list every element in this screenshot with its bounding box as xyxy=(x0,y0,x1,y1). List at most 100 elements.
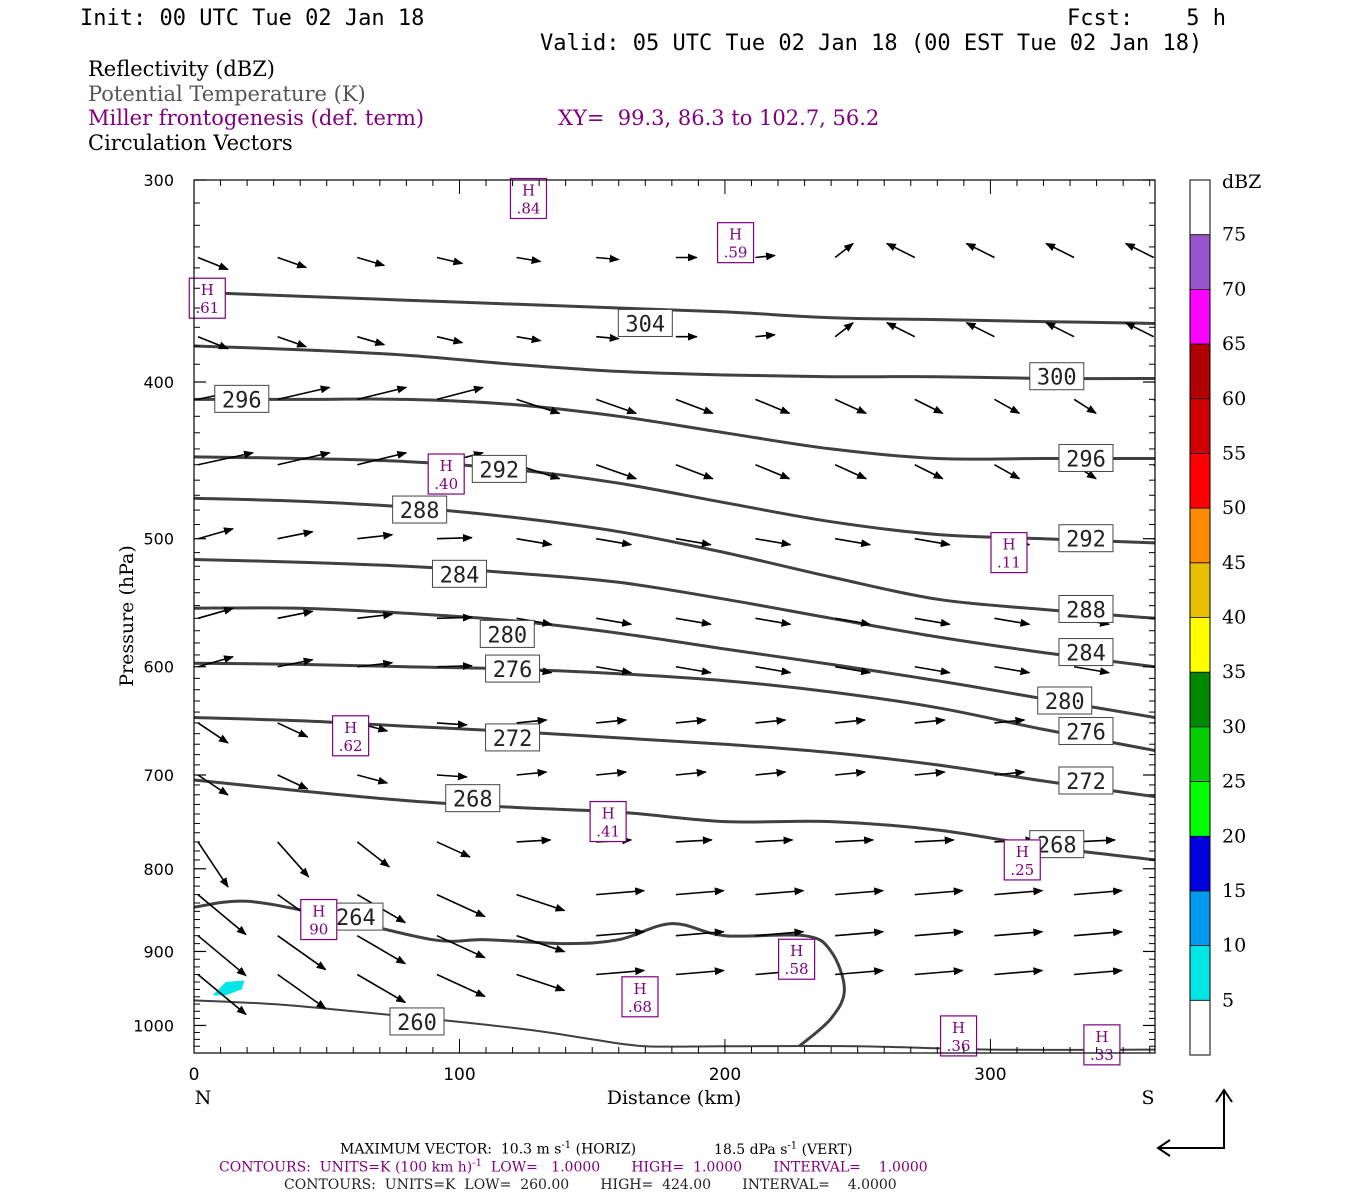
theta-contour-300 xyxy=(194,344,1155,381)
frontogenesis-max-1: H.84 xyxy=(509,177,548,220)
svg-text:H: H xyxy=(344,719,357,737)
colorbar-label-10: 10 xyxy=(1222,935,1246,957)
svg-text:H: H xyxy=(729,226,742,244)
colorbar-swatch-8 xyxy=(1190,562,1210,618)
svg-text:272: 272 xyxy=(493,727,533,752)
circulation-vectors xyxy=(197,242,1155,1016)
svg-text:.68: .68 xyxy=(628,998,652,1016)
theta-label-292: 292 xyxy=(471,454,527,483)
theta-contour-292 xyxy=(194,455,1155,545)
colorbar-swatch-0 xyxy=(1190,1000,1210,1055)
theta-label-284: 284 xyxy=(431,559,487,588)
svg-text:300: 300 xyxy=(1037,366,1077,391)
theta-contour-276 xyxy=(194,661,1155,752)
theta-label-268-2: 268 xyxy=(1029,830,1085,859)
colorbar-label-20: 20 xyxy=(1222,825,1246,847)
theta-label-272: 272 xyxy=(485,723,541,752)
svg-text:H: H xyxy=(633,980,646,998)
svg-text:.11: .11 xyxy=(997,554,1021,572)
frontogenesis-max-11: H.68 xyxy=(621,976,659,1018)
theta-label-288: 288 xyxy=(392,495,448,524)
theta-contour-296 xyxy=(194,397,1155,461)
colorbar-swatch-1 xyxy=(1190,945,1210,1001)
svg-text:.61: .61 xyxy=(195,299,219,317)
y-tick-500: 500 xyxy=(143,530,174,549)
field-circulation-vectors: Circulation Vectors xyxy=(88,131,293,155)
colorbar-label-55: 55 xyxy=(1222,442,1246,464)
init-time: Init: 00 UTC Tue 02 Jan 18 xyxy=(80,6,425,31)
svg-text:H: H xyxy=(440,457,453,475)
theta-label-284-2: 284 xyxy=(1058,638,1114,667)
svg-text:.62: .62 xyxy=(339,737,363,755)
svg-text:.33: .33 xyxy=(1090,1046,1114,1064)
theta-contour-284 xyxy=(194,558,1155,669)
theta-contour-280 xyxy=(194,606,1155,719)
svg-text:276: 276 xyxy=(493,658,533,683)
colorbar-label-45: 45 xyxy=(1222,552,1246,574)
field-reflectivity: Reflectivity (dBZ) xyxy=(88,57,276,81)
svg-text:288: 288 xyxy=(400,499,440,524)
theta-contour-268 xyxy=(194,778,1155,862)
colorbar-swatch-6 xyxy=(1190,672,1210,727)
theta-contour-304 xyxy=(194,290,1155,325)
svg-text:264: 264 xyxy=(336,906,376,931)
svg-text:276: 276 xyxy=(1066,721,1106,746)
colorbar-swatch-12 xyxy=(1190,344,1210,399)
svg-text:268: 268 xyxy=(453,788,493,813)
field-frontogenesis: Miller frontogenesis (def. term) xyxy=(88,106,425,130)
colorbar-label-40: 40 xyxy=(1222,607,1246,629)
forecast-hour: Fcst: 5 h xyxy=(1067,6,1226,31)
theta-label-304: 304 xyxy=(617,308,673,337)
frontogenesis-max-2: H.59 xyxy=(716,222,755,264)
svg-text:304: 304 xyxy=(625,312,665,337)
colorbar-label-50: 50 xyxy=(1222,497,1246,519)
theta-label-260: 260 xyxy=(389,1007,445,1036)
theta-label-280: 280 xyxy=(479,619,535,648)
svg-text:296: 296 xyxy=(1066,447,1106,472)
svg-text:H: H xyxy=(1016,843,1029,861)
frontogenesis-max-3: H.61 xyxy=(188,277,226,319)
svg-text:268: 268 xyxy=(1037,834,1077,859)
colorbar-swatch-2 xyxy=(1190,890,1210,946)
footer-contours-frontogenesis: CONTOURS: UNITS=K (100 km h)-1 LOW= 1.00… xyxy=(219,1158,928,1176)
svg-text:.59: .59 xyxy=(724,244,748,262)
theta-label-268: 268 xyxy=(445,784,501,813)
colorbar-label-25: 25 xyxy=(1222,771,1246,793)
y-tick-1000: 1000 xyxy=(133,1016,174,1035)
theta-contour-260 xyxy=(194,999,1155,1051)
colorbar-label-75: 75 xyxy=(1222,224,1246,246)
svg-text:.36: .36 xyxy=(947,1037,971,1055)
colorbar-label-5: 5 xyxy=(1222,989,1234,1011)
x-tick-100: 100 xyxy=(443,1065,475,1085)
y-tick-400: 400 xyxy=(143,373,174,392)
svg-text:.40: .40 xyxy=(434,475,458,493)
theta-label-272-2: 272 xyxy=(1058,766,1114,795)
colorbar-swatch-4 xyxy=(1190,781,1210,837)
theta-contour-264 xyxy=(194,899,846,1048)
svg-text:.25: .25 xyxy=(1010,861,1034,879)
valid-time: Valid: 05 UTC Tue 02 Jan 18 (00 EST Tue … xyxy=(540,31,1203,56)
colorbar-swatch-9 xyxy=(1190,508,1210,563)
colorbar-swatch-10 xyxy=(1190,453,1210,509)
colorbar-swatch-14 xyxy=(1190,234,1210,290)
svg-text:296: 296 xyxy=(222,388,262,413)
svg-text:260: 260 xyxy=(397,1011,437,1036)
theta-label-296-2: 296 xyxy=(1058,443,1114,472)
field-potential-temperature: Potential Temperature (K) xyxy=(88,82,366,106)
y-axis-label: Pressure (hPa) xyxy=(116,545,138,687)
frontogenesis-max-4: H.40 xyxy=(427,453,465,495)
svg-text:H: H xyxy=(312,903,325,921)
frontogenesis-max-13: H.33 xyxy=(1083,1024,1121,1066)
svg-text:280: 280 xyxy=(1045,690,1085,715)
svg-text:H: H xyxy=(1002,536,1015,554)
theta-label-264: 264 xyxy=(328,902,384,931)
svg-text:292: 292 xyxy=(479,458,519,483)
svg-text:H: H xyxy=(602,805,615,823)
svg-text:284: 284 xyxy=(1066,642,1106,667)
svg-text:H: H xyxy=(1095,1028,1108,1046)
theta-label-292-2: 292 xyxy=(1058,524,1114,553)
theta-label-296: 296 xyxy=(214,384,270,413)
x-tick-200: 200 xyxy=(709,1065,741,1085)
